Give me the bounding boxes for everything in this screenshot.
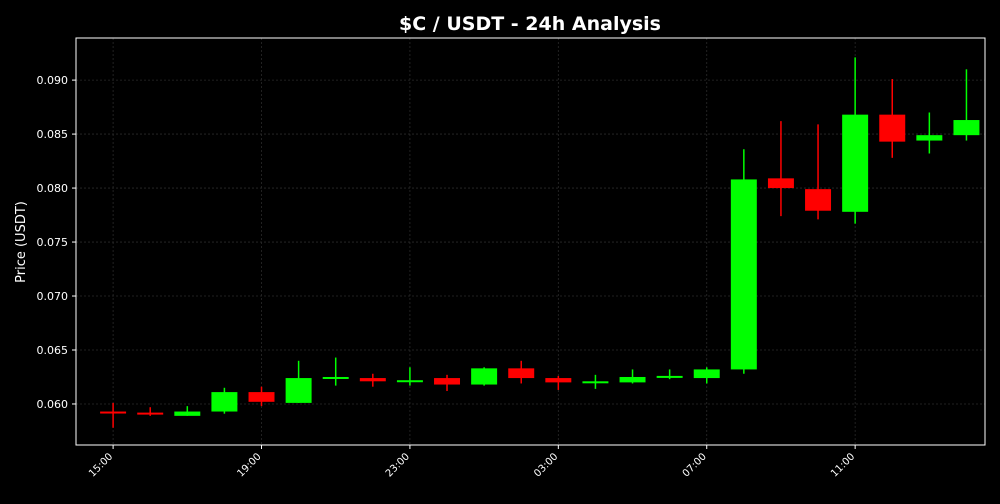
y-tick-label: 0.060 bbox=[37, 398, 69, 411]
x-tick-label: 11:00 bbox=[829, 451, 857, 479]
y-tick-label: 0.065 bbox=[37, 344, 69, 357]
candle bbox=[767, 121, 794, 217]
candle-body bbox=[953, 120, 980, 136]
candle-body bbox=[730, 179, 757, 370]
x-tick-label: 03:00 bbox=[532, 451, 560, 479]
candle-body bbox=[174, 411, 201, 416]
candle bbox=[693, 367, 720, 384]
candle bbox=[248, 386, 275, 407]
candle-body bbox=[211, 392, 238, 412]
candle bbox=[953, 69, 980, 141]
x-axis: 15:00 19:00 23:00 03:00 07:00 11:00 bbox=[87, 445, 857, 480]
candle bbox=[619, 369, 646, 384]
candle-body bbox=[916, 135, 943, 141]
candle-body bbox=[471, 368, 498, 385]
candle bbox=[174, 406, 201, 416]
candle bbox=[396, 367, 423, 386]
x-tick-label: 19:00 bbox=[235, 451, 263, 479]
candle bbox=[730, 149, 757, 374]
candle-body bbox=[100, 411, 127, 414]
candle-body bbox=[248, 392, 275, 402]
candle bbox=[285, 360, 312, 403]
candle-body bbox=[137, 412, 164, 415]
y-axis-label: Price (USDT) bbox=[14, 201, 29, 283]
candle bbox=[879, 79, 906, 158]
candle-body bbox=[545, 378, 572, 383]
y-tick-label: 0.075 bbox=[37, 236, 69, 249]
candle bbox=[100, 402, 127, 428]
candle bbox=[582, 374, 609, 389]
candle bbox=[211, 387, 238, 414]
candle bbox=[545, 375, 572, 390]
candle bbox=[916, 112, 943, 154]
y-axis: 0.060 0.065 0.070 0.075 0.080 0.085 0.090 bbox=[37, 74, 76, 411]
plot-frame bbox=[75, 37, 986, 446]
candle-body bbox=[582, 381, 609, 384]
candle bbox=[656, 369, 683, 380]
candle-body bbox=[434, 378, 461, 385]
candle-body bbox=[322, 376, 349, 379]
candle-body bbox=[285, 378, 312, 403]
y-tick-label: 0.085 bbox=[37, 128, 69, 141]
y-tick-label: 0.090 bbox=[37, 74, 69, 87]
candle-body bbox=[879, 114, 906, 142]
candle-body bbox=[396, 380, 423, 383]
candle-body bbox=[359, 378, 386, 382]
candle-body bbox=[842, 114, 869, 212]
candle bbox=[842, 57, 869, 224]
y-tick-label: 0.070 bbox=[37, 290, 69, 303]
candle-body bbox=[656, 375, 683, 378]
x-tick-label: 07:00 bbox=[681, 451, 709, 479]
candle bbox=[508, 360, 535, 384]
candle-body bbox=[693, 369, 720, 379]
candle-body bbox=[508, 368, 535, 379]
y-tick-label: 0.080 bbox=[37, 182, 69, 195]
x-tick-label: 15:00 bbox=[87, 451, 115, 479]
chart-title: $C / USDT - 24h Analysis bbox=[399, 13, 661, 35]
candle bbox=[322, 357, 349, 386]
candle bbox=[137, 407, 164, 416]
candle bbox=[434, 374, 461, 392]
candle bbox=[359, 373, 386, 387]
candle bbox=[805, 124, 832, 220]
candle-body bbox=[619, 376, 646, 383]
candle-body bbox=[805, 189, 832, 211]
x-tick-label: 23:00 bbox=[384, 451, 412, 479]
candle-body bbox=[767, 178, 794, 189]
candle bbox=[471, 367, 498, 386]
grid-lines bbox=[76, 38, 985, 445]
candles bbox=[100, 57, 980, 428]
